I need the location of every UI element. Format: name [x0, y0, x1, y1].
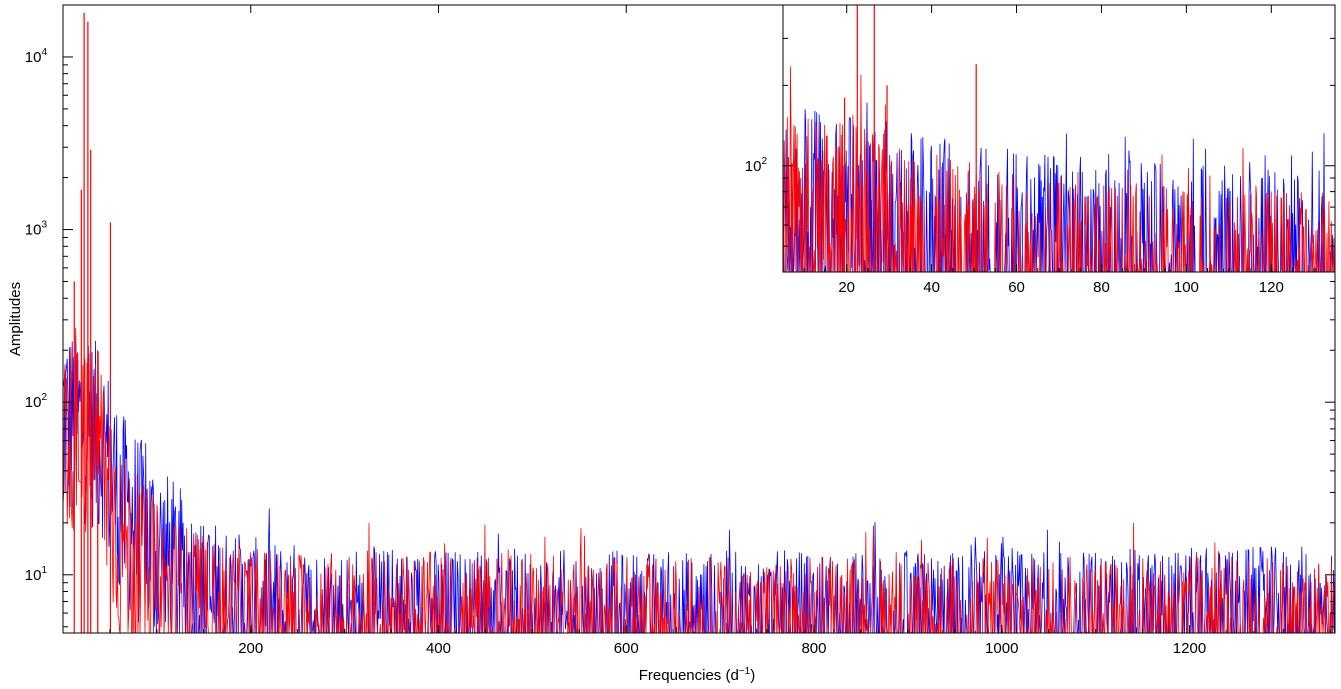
x-tick-label: 20	[838, 279, 855, 296]
y-tick-label: 101	[25, 565, 48, 584]
x-tick-label: 600	[614, 640, 639, 657]
main-plot-frame	[62, 4, 1336, 634]
inset-plot: 20 40 60 80 100 120 102	[745, 4, 1336, 296]
y-tick-label: 104	[25, 47, 48, 66]
x-tick-label: 40	[923, 279, 940, 296]
x-tick-label: 800	[801, 640, 826, 657]
inset-data-layer	[783, 5, 1335, 272]
x-tick-label: 80	[1093, 279, 1110, 296]
inset-axis-ticks: 20 40 60 80 100 120 102	[745, 4, 1336, 296]
main-y-axis-label: Amplitudes	[7, 282, 24, 356]
y-tick-label: 102	[25, 392, 48, 411]
red-series-trace	[63, 327, 1335, 633]
main-x-axis-label: Frequencies (d−1)	[639, 666, 755, 684]
y-tick-label: 103	[25, 220, 48, 239]
main-plot: 200 400 600 800 1000 1200 101 102 103 104 Amplitu…	[7, 4, 1336, 684]
x-tick-label: 1000	[985, 640, 1018, 657]
x-tick-label: 1200	[1173, 640, 1206, 657]
red-series-trace	[783, 66, 1335, 272]
blue-series-trace	[63, 335, 1335, 633]
x-tick-label: 400	[426, 640, 451, 657]
x-tick-label: 100	[1174, 279, 1199, 296]
x-tick-label: 60	[1008, 279, 1025, 296]
y-tick-label: 102	[745, 156, 768, 175]
main-axis-ticks: 200 400 600 800 1000 1200 101 102 103 104	[25, 4, 1335, 657]
x-tick-label: 200	[238, 640, 263, 657]
x-tick-label: 120	[1259, 279, 1284, 296]
